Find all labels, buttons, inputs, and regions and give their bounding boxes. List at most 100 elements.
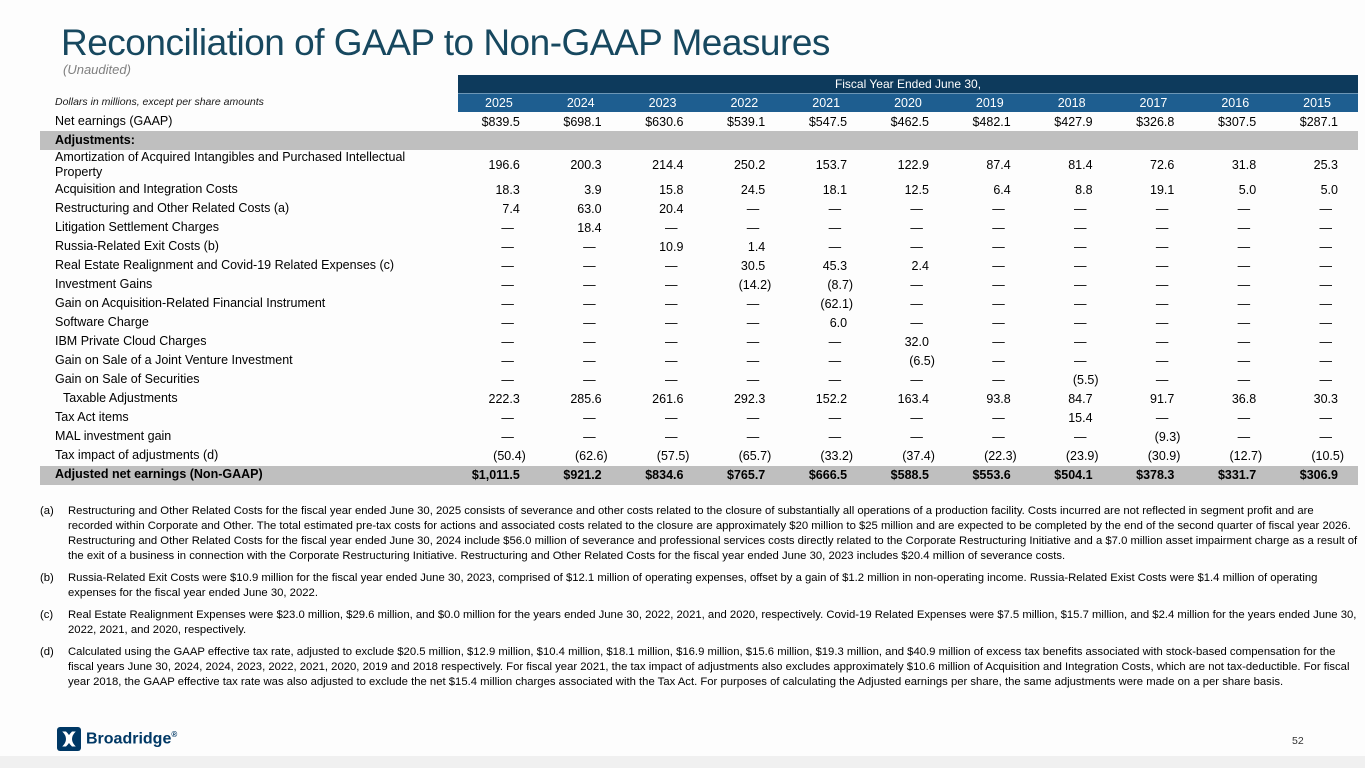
table-cell: 32.0 [904, 335, 929, 349]
table-cell: — [501, 259, 514, 273]
row-label: Net earnings (GAAP) [55, 113, 173, 128]
table-cell: — [501, 221, 514, 235]
table-cell: $306.9 [1299, 468, 1338, 482]
table-cell: — [1074, 278, 1087, 292]
table-cell: — [910, 202, 923, 216]
table-cell: $307.5 [1217, 114, 1257, 129]
table-cell: — [910, 411, 923, 425]
table-cell: — [992, 221, 1005, 235]
table-cell: $666.5 [808, 468, 848, 482]
year-header-row: 2025 2024 2023 2022 2021 2020 2019 2018 2017 2016… [458, 93, 1358, 112]
table-cell: 31.8 [1231, 158, 1257, 173]
table-cell: — [583, 316, 596, 330]
table-cell: — [583, 259, 596, 273]
table-row: Amortization of Acquired Intangibles and… [40, 150, 1358, 181]
table-cell: — [1237, 316, 1251, 330]
table-cell: — [583, 411, 596, 425]
table-cell: — [910, 297, 923, 311]
table-cell: (6.5) [909, 354, 935, 368]
table-cell: 19.1 [1150, 183, 1175, 197]
table-cell: 163.4 [897, 392, 929, 406]
table-cell: — [1237, 240, 1251, 254]
table-cell: — [501, 316, 514, 330]
table-cell: — [1319, 430, 1333, 444]
table-cell: — [746, 411, 760, 425]
table-cell: — [910, 430, 923, 444]
year-header: 2022 [730, 96, 759, 110]
year-header: 2018 [1057, 96, 1086, 110]
footnote-text: Real Estate Realignment Expenses were $2… [68, 609, 1357, 637]
table-cell: 91.7 [1150, 392, 1175, 406]
row-label: Taxable Adjustments [63, 391, 178, 406]
table-cell: — [664, 411, 678, 425]
table-cell: $921.2 [563, 468, 602, 482]
table-cell: 214.4 [652, 158, 684, 173]
table-cell: $698.1 [563, 114, 602, 129]
table-cell: 200.3 [570, 158, 602, 173]
table-cell: 20.4 [659, 202, 684, 216]
table-row: Software Charge — — — — 6.0 — — — — — — [40, 314, 1358, 333]
table-cell: $630.6 [645, 114, 684, 129]
table-cell: — [1237, 411, 1251, 425]
table-row: Net earnings (GAAP) $839.5 $698.1 $630.6 $53… [40, 112, 1358, 131]
year-header: 2017 [1139, 96, 1168, 110]
table-cell: — [501, 430, 514, 444]
year-header: 2021 [812, 96, 841, 110]
table-cell: — [664, 354, 678, 368]
table-cell: — [664, 297, 678, 311]
table-cell: — [1074, 430, 1087, 444]
table-row: MAL investment gain — — — — — — — — (9.3) — — [40, 428, 1358, 447]
table-cell: (23.9) [1065, 449, 1099, 463]
table-cell: — [1074, 316, 1087, 330]
table-cell: 6.0 [829, 316, 848, 330]
table-cell: 5.0 [1320, 183, 1338, 197]
registered-mark: ® [171, 729, 178, 739]
row-label: Adjustments: [55, 132, 135, 147]
table-cell: — [1319, 202, 1333, 216]
table-cell: — [664, 430, 678, 444]
table-cell: 18.1 [822, 183, 848, 197]
table-cell: — [501, 373, 514, 387]
table-cell: (62.6) [574, 449, 608, 463]
table-cell: 18.3 [495, 183, 520, 197]
table-cell: — [1074, 202, 1087, 216]
year-header: 2025 [485, 96, 513, 110]
table-cell: — [1319, 316, 1333, 330]
table-row: Investment Gains — — — (14.2) (8.7) — — — — — — [40, 276, 1358, 295]
table-cell: (5.5) [1072, 373, 1099, 387]
row-label: Russia-Related Exit Costs (b) [55, 239, 219, 254]
table-cell: — [1319, 278, 1333, 292]
table-cell: — [583, 278, 596, 292]
table-cell: 5.0 [1238, 183, 1257, 197]
table-cell: — [583, 354, 596, 368]
footnote-marker: (a) [40, 505, 54, 517]
table-cell: 8.8 [1075, 183, 1093, 197]
table-cell: 152.2 [815, 392, 848, 406]
table-cell: (10.5) [1311, 449, 1344, 463]
table-cell: — [664, 221, 678, 235]
table-cell: 285.6 [570, 392, 602, 406]
footnote-marker: (c) [40, 609, 54, 622]
row-label: Acquisition and Integration Costs [55, 182, 238, 197]
table-cell: — [910, 240, 923, 254]
table-cell: $378.3 [1136, 468, 1175, 482]
table-row: Restructuring and Other Related Costs (a… [40, 200, 1358, 219]
table-cell: — [992, 278, 1005, 292]
broadridge-logo: Broadridge® [57, 727, 177, 751]
table-cell: 15.8 [659, 183, 684, 197]
table-cell: — [828, 240, 842, 254]
footnote: (c) Real Estate Realignment Expenses were… [40, 608, 1358, 638]
table-cell: 2.4 [911, 259, 929, 273]
table-cell: (57.5) [656, 449, 690, 463]
table-cell: — [1155, 240, 1169, 254]
year-header: 2016 [1221, 96, 1250, 110]
table-cell: — [1237, 335, 1251, 349]
table-cell: — [501, 335, 514, 349]
table-cell: 7.4 [502, 202, 520, 216]
table-cell: — [664, 259, 678, 273]
footnote-text: Russia-Related Exit Costs were $10.9 mil… [68, 572, 1318, 600]
page-number: 52 [1292, 735, 1304, 747]
table-cell: — [828, 411, 842, 425]
table-cell: $427.9 [1054, 114, 1093, 129]
